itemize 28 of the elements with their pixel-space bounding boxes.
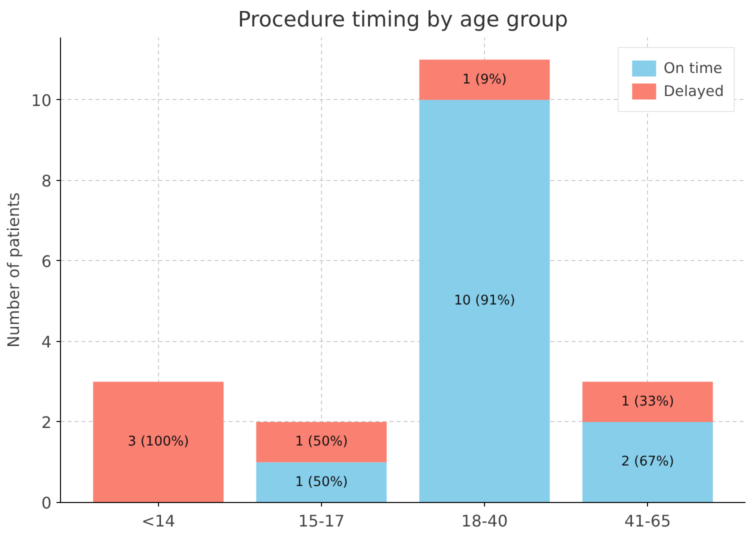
data-label: 10 (91%) [454,294,516,309]
data-label: 3 (100%) [128,434,189,450]
bar [419,100,550,502]
bar [256,462,387,502]
data-label: 1 (9%) [462,72,507,88]
bar [256,422,387,462]
bar [419,60,550,100]
data-label: 1 (33%) [621,394,674,410]
bar [582,382,713,422]
bar [582,422,713,502]
y-tick-label: 2 [41,412,52,432]
bar [93,382,224,502]
x-tick-label: 41-65 [624,512,671,530]
y-tick-label: 8 [41,171,52,190]
data-label: 2 (67%) [621,454,674,470]
data-label: 1 (50%) [295,474,348,490]
x-tick-label: <14 [141,512,176,530]
y-tick-label: 10 [31,90,52,110]
y-tick-label: 4 [41,332,52,352]
legend-label: Delayed [664,82,724,100]
chart-title: Procedure timing by age group [238,8,568,32]
y-tick-label: 0 [41,494,52,512]
data-label: 1 (50%) [295,434,348,450]
x-tick-label: 18-40 [461,512,508,530]
x-tick-label: 15-17 [298,512,345,530]
legend-label: On time [664,60,722,76]
y-tick-label: 6 [41,252,52,271]
y-axis-title: Number of patients [4,192,24,348]
